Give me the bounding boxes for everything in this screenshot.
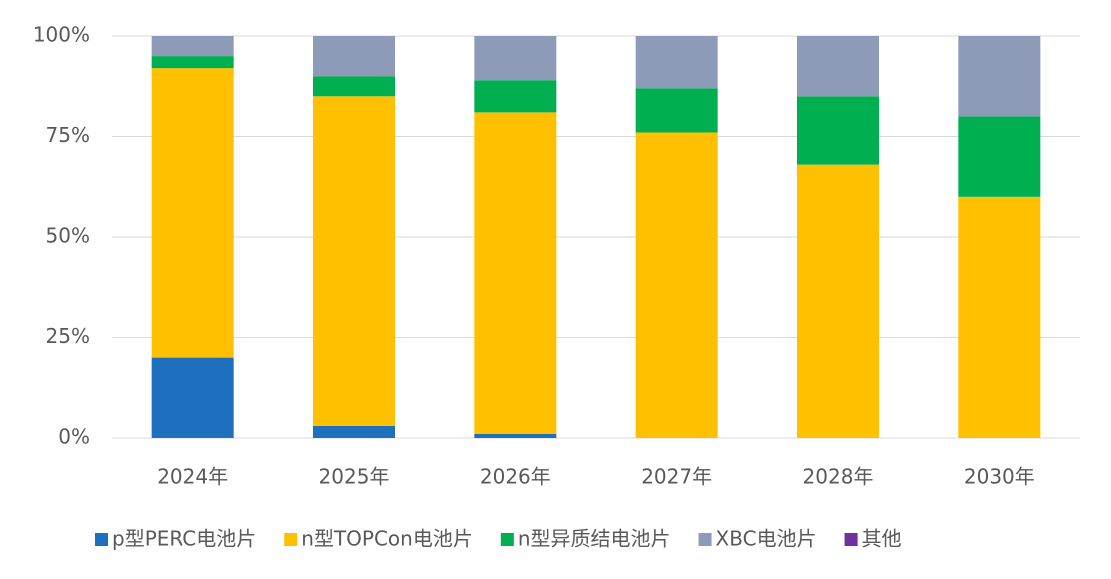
- y-tick-label: 25%: [46, 324, 90, 348]
- bar-segment: [151, 357, 234, 438]
- x-tick-label: 2026年: [480, 465, 551, 489]
- legend-label: n型异质结电池片: [518, 527, 671, 551]
- bar-segment: [797, 96, 879, 165]
- y-tick-label: 75%: [46, 123, 90, 147]
- bar-segment: [474, 80, 557, 113]
- bar-segment: [151, 36, 234, 57]
- bar-segment: [151, 56, 234, 69]
- bar-segment: [797, 36, 879, 97]
- legend-label: p型PERC电池片: [112, 527, 256, 551]
- legend-swatch: [698, 533, 712, 546]
- bar-segment: [474, 36, 557, 81]
- legend: p型PERC电池片 n型TOPCon电池片 n型异质结电池片 XBC电池片 其他: [95, 527, 902, 551]
- x-tick-label: 2025年: [319, 465, 390, 489]
- legend-label: XBC电池片: [716, 527, 817, 551]
- bar-segment: [474, 112, 557, 434]
- x-tick-label: 2030年: [964, 465, 1035, 489]
- x-tick-label: 2024年: [157, 465, 228, 489]
- legend-swatch: [284, 533, 298, 546]
- bar-segment: [313, 76, 395, 97]
- bar-segment: [797, 164, 879, 438]
- y-tick-label: 100%: [33, 23, 90, 47]
- bar-segment: [958, 116, 1041, 197]
- bar-segment: [635, 88, 718, 133]
- legend-swatch: [95, 533, 108, 546]
- bar-segment: [151, 68, 234, 358]
- y-tick-label: 50%: [46, 224, 90, 248]
- bar-segment: [958, 196, 1041, 438]
- legend-swatch: [844, 533, 858, 546]
- bar-segment: [313, 36, 395, 77]
- bar-segment: [313, 96, 395, 426]
- bar-segment: [635, 36, 718, 89]
- bar-segment: [474, 433, 557, 438]
- legend-swatch: [500, 533, 514, 546]
- bar-segment: [958, 36, 1041, 117]
- bar-segment: [635, 132, 718, 439]
- legend-label: n型TOPCon电池片: [301, 527, 473, 551]
- y-tick-label: 0%: [58, 425, 90, 449]
- legend-label: 其他: [862, 527, 902, 551]
- bar-segment: [313, 425, 395, 438]
- x-tick-label: 2028年: [803, 465, 874, 489]
- x-tick-label: 2027年: [641, 465, 712, 489]
